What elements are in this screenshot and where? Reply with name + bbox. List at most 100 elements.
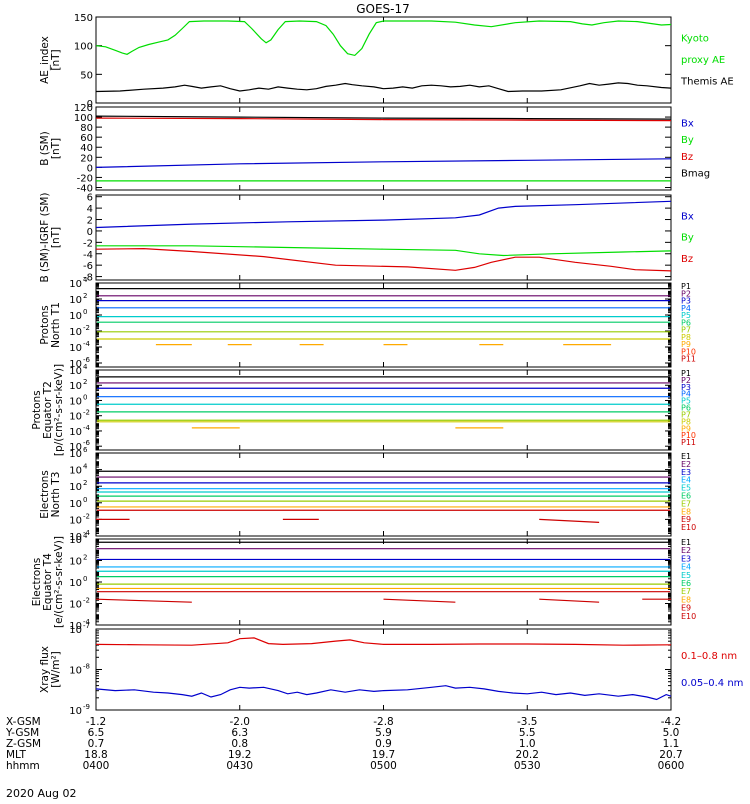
series-p2: P2 bbox=[97, 289, 691, 298]
series-by: By bbox=[96, 233, 694, 257]
y-axis-label: Electrons bbox=[31, 558, 43, 607]
y-tick-label: 10 bbox=[69, 706, 82, 717]
y-tick-label-base: 10 bbox=[69, 396, 82, 407]
y-tick-label: 40 bbox=[80, 143, 93, 154]
series-line bbox=[95, 637, 672, 646]
y-axis-label: Xray flux bbox=[39, 646, 51, 693]
legend-label: P11 bbox=[681, 355, 696, 364]
y-tick-label: 10 bbox=[69, 535, 82, 546]
y-axis-label: B (SM)-IGRF (SM) bbox=[39, 192, 51, 282]
footer-value-mlt: 19.7 bbox=[372, 749, 395, 761]
y-tick-label: 10 bbox=[69, 343, 82, 354]
series-bx: Bx bbox=[95, 200, 694, 229]
series-e10: E10 bbox=[96, 518, 696, 532]
y-tick-label: 10 bbox=[69, 578, 82, 589]
panel-frame bbox=[95, 369, 672, 451]
footer-value-mlt: 20.2 bbox=[516, 749, 539, 761]
y-tick-label-exponent: 0 bbox=[83, 496, 87, 504]
legend-label: P9 bbox=[681, 424, 691, 433]
y-tick-label: 10 bbox=[69, 625, 82, 636]
y-tick-label: 0 bbox=[87, 99, 93, 110]
y-tick-label-base: 10 bbox=[69, 600, 82, 611]
legend-label: P3 bbox=[681, 383, 691, 392]
legend-label: Kyoto bbox=[681, 34, 709, 45]
footer-value-z: 0.8 bbox=[231, 738, 248, 750]
legend-label: Bx bbox=[681, 119, 694, 130]
y-tick-label-exponent: 0 bbox=[83, 393, 87, 401]
legend-label: E4 bbox=[681, 476, 691, 485]
footer-row-label: Z-GSM bbox=[6, 738, 41, 750]
series-p7: P7 bbox=[97, 410, 691, 421]
series-p3: P3 bbox=[97, 297, 691, 306]
legend-label: Bz bbox=[681, 254, 693, 265]
y-tick-label: 10 bbox=[69, 621, 82, 632]
series-line bbox=[95, 20, 672, 57]
y-tick-label: 4 bbox=[87, 204, 93, 215]
footer-value-x: -2.0 bbox=[230, 716, 251, 728]
y-tick-label: 20 bbox=[80, 153, 93, 164]
footer-value-y: 6.3 bbox=[231, 727, 248, 739]
legend-label: 0.05–0.4 nm bbox=[681, 678, 743, 689]
series-e6: E6 bbox=[97, 576, 691, 588]
y-tick-label-exponent: 6 bbox=[83, 446, 88, 454]
series-e10: E10 bbox=[95, 598, 696, 621]
y-tick-label: -6 bbox=[83, 261, 93, 272]
series-e6: E6 bbox=[97, 492, 691, 501]
y-tick-label: 10 bbox=[69, 279, 82, 290]
legend-label: E9 bbox=[681, 515, 691, 524]
series-by: By bbox=[96, 135, 694, 182]
y-tick-label: 10 bbox=[69, 366, 82, 377]
series-e7: E7 bbox=[97, 583, 691, 596]
y-tick-label-base: 10 bbox=[69, 625, 82, 636]
footer-value-hhmm: 0400 bbox=[83, 760, 110, 772]
y-tick-label-base: 10 bbox=[69, 412, 82, 423]
y-tick-label: -4 bbox=[83, 250, 93, 261]
y-tick-label-exponent: -4 bbox=[83, 529, 91, 537]
y-tick-label-base: 10 bbox=[69, 515, 82, 526]
series-p7: P7 bbox=[97, 326, 691, 335]
series-p4: P4 bbox=[97, 304, 691, 313]
legend-label: By bbox=[681, 135, 694, 146]
legend-label: E7 bbox=[681, 499, 691, 508]
y-tick-label-exponent: 2 bbox=[83, 292, 87, 300]
y-tick-label-base: 10 bbox=[69, 466, 82, 477]
legend-label: P10 bbox=[681, 347, 696, 356]
legend-label: Bz bbox=[681, 152, 693, 163]
y-axis-label: Equator T2 bbox=[42, 381, 54, 439]
legend-label: P6 bbox=[681, 404, 691, 413]
legend-label: E6 bbox=[681, 492, 691, 501]
legend-label: E1 bbox=[681, 452, 691, 461]
legend-label: Bmag bbox=[681, 168, 710, 179]
series-line bbox=[95, 158, 672, 168]
y-tick-label-base: 10 bbox=[69, 279, 82, 290]
footer-row-label: MLT bbox=[6, 749, 26, 761]
y-axis-label: North T3 bbox=[50, 472, 62, 518]
y-tick-label: 10 bbox=[69, 427, 82, 438]
series-line bbox=[95, 115, 672, 120]
series-e3: E3 bbox=[97, 554, 691, 563]
series-p2: P2 bbox=[97, 376, 691, 385]
legend-label: P5 bbox=[681, 311, 691, 320]
series-p11: P11 bbox=[681, 438, 696, 447]
y-tick-label: 150 bbox=[74, 13, 93, 24]
legend-label: E2 bbox=[681, 546, 691, 555]
series-line bbox=[95, 247, 672, 272]
series-bz: Bz bbox=[95, 247, 693, 272]
y-tick-label-exponent: -2 bbox=[83, 597, 90, 605]
footer-value-y: 6.5 bbox=[88, 727, 105, 739]
series-p5: P5 bbox=[97, 397, 691, 406]
legend-label: Bx bbox=[681, 211, 694, 222]
y-axis-label: Protons bbox=[39, 305, 51, 344]
legend-label: 0.1–0.8 nm bbox=[681, 651, 737, 662]
footer-value-z: 0.9 bbox=[375, 738, 392, 750]
y-tick-label: 6 bbox=[87, 193, 93, 204]
series-e9: E9 bbox=[97, 591, 691, 613]
legend-label: P6 bbox=[681, 318, 691, 327]
y-tick-label-exponent: 4 bbox=[83, 276, 88, 284]
y-tick-label: 0 bbox=[87, 227, 93, 238]
